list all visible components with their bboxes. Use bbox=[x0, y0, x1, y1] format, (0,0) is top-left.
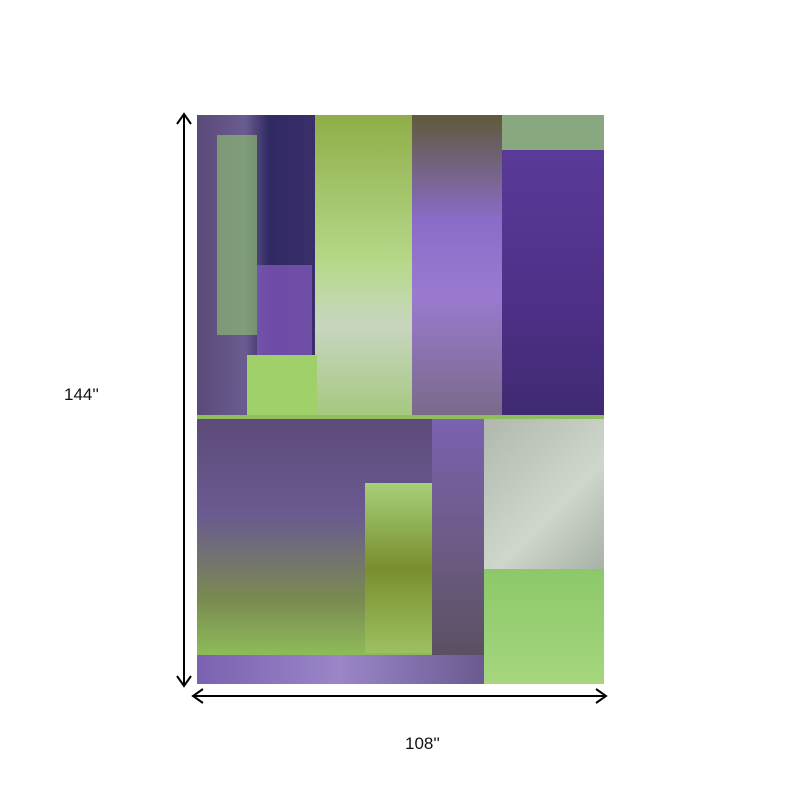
rug-panel bbox=[315, 115, 415, 415]
rug-panel bbox=[412, 115, 502, 415]
rug-panel bbox=[502, 115, 604, 150]
height-label: 144'' bbox=[64, 385, 99, 404]
rug-panel bbox=[257, 265, 312, 355]
rug-panel bbox=[484, 569, 604, 684]
rug-image bbox=[197, 115, 604, 684]
width-label: 108'' bbox=[405, 734, 440, 753]
rug-panel bbox=[197, 415, 604, 419]
rug-panel bbox=[432, 419, 484, 659]
rug-panel bbox=[197, 655, 484, 684]
rug-panel bbox=[502, 150, 604, 420]
rug-panel bbox=[247, 355, 317, 415]
rug-panel bbox=[365, 483, 433, 653]
rug-panel bbox=[484, 419, 604, 569]
rug-panel bbox=[217, 135, 257, 335]
